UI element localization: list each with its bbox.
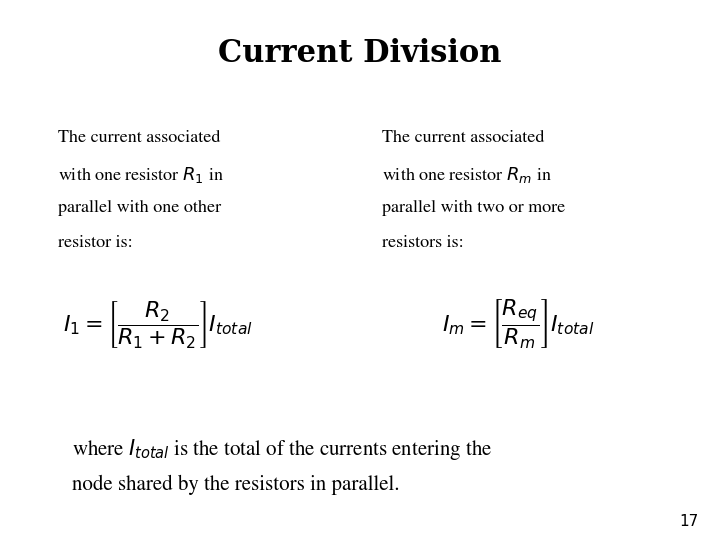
Text: $I_m = \left[\dfrac{R_{eq}}{R_m}\right] I_{total}$: $I_m = \left[\dfrac{R_{eq}}{R_m}\right] … bbox=[442, 298, 595, 350]
Text: where $I_{total}$ is the total of the currents entering the: where $I_{total}$ is the total of the cu… bbox=[72, 437, 492, 462]
Text: node shared by the resistors in parallel.: node shared by the resistors in parallel… bbox=[72, 475, 400, 496]
Text: with one resistor $R_m$ in: with one resistor $R_m$ in bbox=[382, 165, 552, 185]
Text: parallel with two or more: parallel with two or more bbox=[382, 200, 565, 216]
Text: The current associated: The current associated bbox=[58, 130, 220, 146]
Text: parallel with one other: parallel with one other bbox=[58, 200, 221, 216]
Text: $I_1 = \left[\dfrac{R_2}{R_1 + R_2}\right] I_{total}$: $I_1 = \left[\dfrac{R_2}{R_1 + R_2}\righ… bbox=[63, 299, 253, 349]
Text: resistors is:: resistors is: bbox=[382, 235, 463, 251]
Text: The current associated: The current associated bbox=[382, 130, 544, 146]
Text: with one resistor $R_1$ in: with one resistor $R_1$ in bbox=[58, 165, 223, 185]
Text: Current Division: Current Division bbox=[218, 38, 502, 69]
Text: resistor is:: resistor is: bbox=[58, 235, 132, 251]
Text: 17: 17 bbox=[679, 514, 698, 529]
